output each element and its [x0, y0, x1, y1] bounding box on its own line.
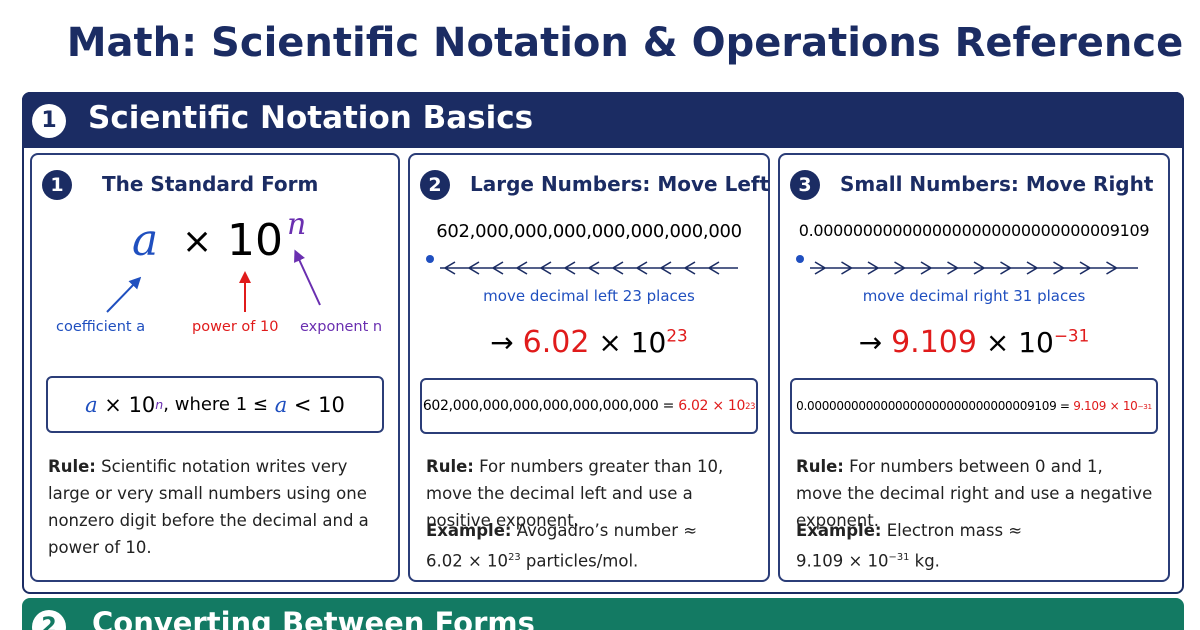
section-number: 2: [32, 610, 66, 630]
example-text: Avogadro’s number ≈: [516, 521, 698, 540]
example-value: 6.02 × 10: [426, 551, 509, 571]
example-label: Example:: [426, 521, 512, 540]
exponent: −31: [1137, 401, 1153, 411]
exponent: n: [287, 207, 307, 242]
number-text: 602,000,000,000,000,000,000,000: [436, 221, 742, 242]
rule-text: For numbers between 0 and 1, move the de…: [796, 457, 1153, 530]
condition: , where 1 ≤: [163, 394, 268, 415]
card: 3 Small Numbers: Move Right 0.000000000000…: [778, 153, 1170, 582]
section-title: Converting Between Forms: [92, 606, 535, 630]
card: 1 The Standard Form a × 10 n coefficient…: [30, 153, 400, 582]
example-unit: kg.: [914, 551, 940, 571]
formula-box: a × 10 n , where 1 ≤ a < 10: [46, 376, 384, 433]
arrow: →: [490, 326, 514, 359]
times-base: × 10: [104, 392, 156, 417]
mantissa: 6.02: [678, 398, 709, 414]
times: ×: [182, 221, 213, 262]
exponent: 23: [666, 325, 688, 346]
base: 10: [227, 215, 283, 266]
times-base: × 10: [598, 326, 667, 359]
section-header: [22, 92, 1184, 148]
coefficient: a: [85, 392, 98, 417]
section-number: 1: [32, 104, 66, 138]
times-base: × 10: [1109, 399, 1138, 413]
page-title: Math: Scientific Notation & Operations R…: [66, 20, 1184, 66]
card-title: Small Numbers: Move Right: [840, 172, 1154, 196]
rule-label: Rule:: [426, 457, 474, 476]
exponent: 23: [745, 401, 756, 411]
number-text: 0.0000000000000000000000000000009109: [798, 221, 1150, 240]
card-number: 3: [790, 170, 820, 200]
example: Example: Avogadro’s number ≈6.02 × 1023 …: [426, 517, 754, 575]
variable: a: [274, 392, 288, 417]
formula-box: 0.0000000000000000000000000000009109 = 9…: [790, 378, 1158, 434]
exponent: n: [155, 397, 164, 412]
label: power of 10: [192, 319, 279, 335]
example-exponent: 23: [508, 552, 521, 563]
condition: < 10: [293, 392, 345, 417]
arrow: →: [858, 326, 883, 359]
move-text: move decimal left 23 places: [483, 287, 695, 305]
example-label: Example:: [796, 521, 882, 540]
label: coefficient a: [56, 319, 146, 335]
left: 0.0000000000000000000000000000009109 =: [796, 399, 1070, 413]
example-text: Electron mass ≈: [886, 521, 1023, 540]
label: exponent n: [300, 319, 383, 335]
left: 602,000,000,000,000,000,000,000 =: [422, 398, 675, 414]
example-exponent: −31: [888, 552, 910, 563]
rule: Rule: For numbers between 0 and 1, move …: [796, 453, 1154, 534]
rule-label: Rule:: [796, 457, 844, 476]
card: 2 Large Numbers: Move Left 602,000,000,000…: [408, 153, 770, 582]
result: → 9.109 × 10−31: [780, 325, 1168, 360]
example: Example: Electron mass ≈ 9.109 × 10−31 kg…: [796, 517, 1154, 575]
rule-text: For numbers greater than 10, move the de…: [426, 457, 724, 530]
times-base: × 10: [985, 326, 1054, 359]
decimal-arrows: [796, 255, 1138, 275]
formula-box: 602,000,000,000,000,000,000,000 = 6.02 ×…: [420, 378, 758, 434]
rule-text: Scientific notation writes very large or…: [48, 457, 369, 557]
card-title: The Standard Form: [102, 172, 319, 196]
times-base: × 10: [712, 398, 746, 414]
mantissa: 9.109: [891, 325, 977, 360]
section-header: [22, 598, 1184, 630]
decimal-arrows: [426, 255, 738, 275]
move-text: move decimal right 31 places: [862, 287, 1086, 305]
formula-arrows: [106, 249, 321, 313]
exponent: −31: [1053, 325, 1090, 346]
result: → 6.02 × 1023: [410, 325, 768, 360]
section-title: Scientific Notation Basics: [88, 100, 534, 136]
mantissa: 9.109: [1073, 399, 1107, 413]
example-unit: particles/mol.: [525, 551, 639, 571]
example-value: 9.109 × 10: [796, 551, 889, 571]
card-number: 1: [42, 170, 72, 200]
mantissa: 6.02: [522, 325, 590, 360]
rule-label: Rule:: [48, 457, 96, 476]
card-number: 2: [420, 170, 450, 200]
rule: Rule: Scientific notation writes very la…: [48, 453, 388, 561]
rule: Rule: For numbers greater than 10, move …: [426, 453, 754, 534]
coefficient: a: [132, 215, 159, 266]
card-title: Large Numbers: Move Left: [470, 172, 770, 196]
